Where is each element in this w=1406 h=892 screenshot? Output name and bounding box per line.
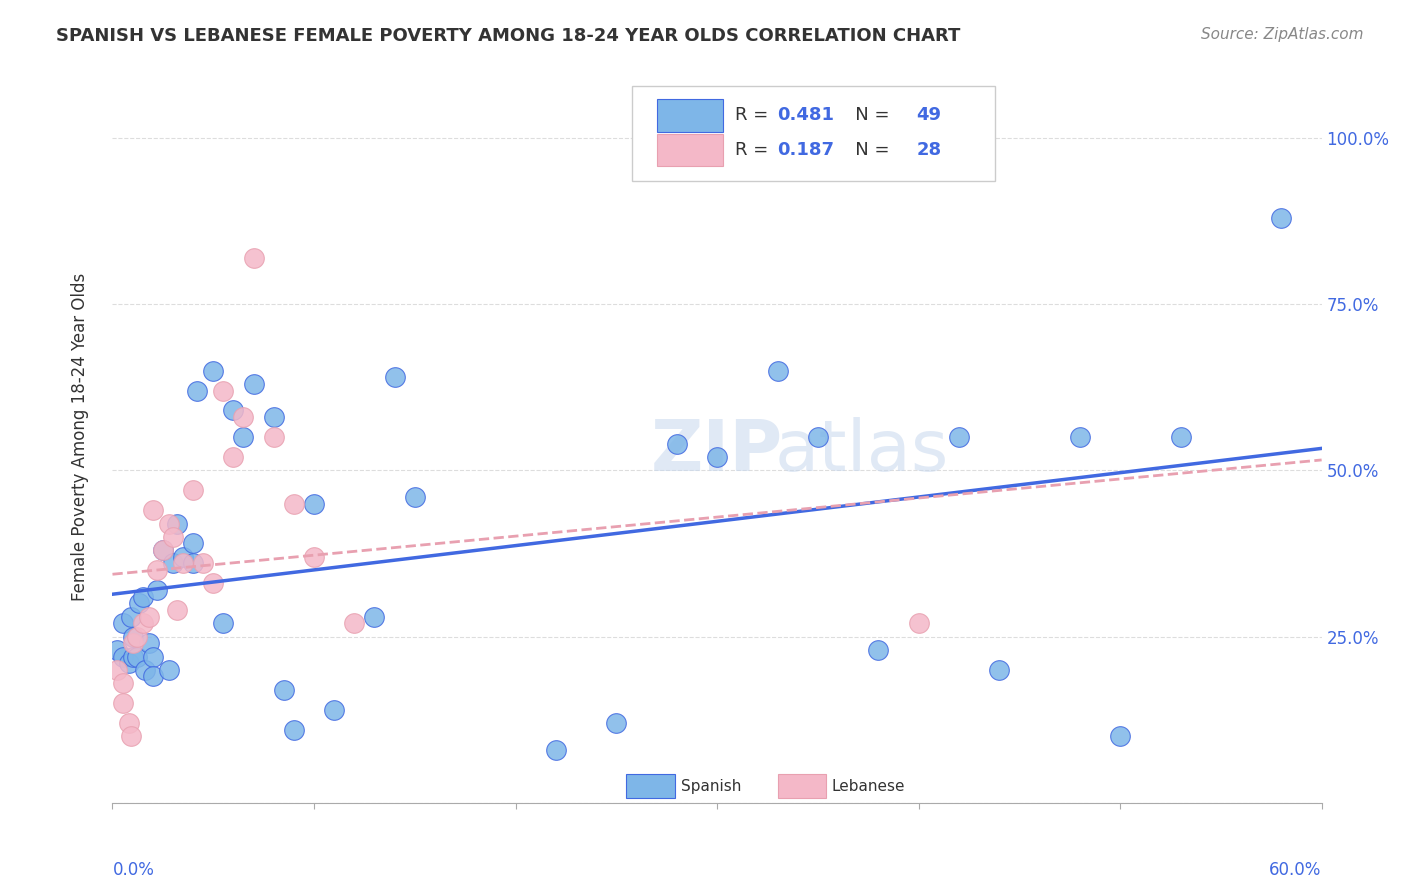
Point	[323, 703, 346, 717]
Point	[363, 609, 385, 624]
Point	[146, 563, 169, 577]
Text: R =: R =	[735, 106, 775, 124]
Point	[384, 370, 406, 384]
Text: N =: N =	[838, 141, 896, 160]
Point	[343, 616, 366, 631]
Point	[138, 636, 160, 650]
Point	[157, 516, 180, 531]
Text: ZIP: ZIP	[651, 417, 783, 486]
Point	[544, 742, 567, 756]
Point	[128, 596, 150, 610]
Point	[404, 490, 426, 504]
Point	[142, 649, 165, 664]
Point	[242, 376, 264, 391]
Point	[121, 649, 143, 664]
FancyBboxPatch shape	[657, 99, 723, 132]
Point	[105, 663, 128, 677]
Point	[181, 483, 204, 498]
FancyBboxPatch shape	[778, 774, 825, 797]
Text: 49: 49	[917, 106, 942, 124]
Point	[162, 557, 184, 571]
Point	[273, 682, 295, 697]
Point	[302, 497, 325, 511]
Point	[665, 436, 688, 450]
Point	[181, 536, 204, 550]
Point	[152, 543, 174, 558]
Point	[166, 516, 188, 531]
Point	[138, 609, 160, 624]
Point	[121, 630, 143, 644]
Point	[125, 630, 148, 644]
Point	[212, 616, 235, 631]
Point	[142, 669, 165, 683]
Point	[105, 643, 128, 657]
Text: atlas: atlas	[775, 417, 949, 486]
Point	[263, 410, 285, 425]
Point	[166, 603, 188, 617]
Text: 28: 28	[917, 141, 942, 160]
Point	[263, 430, 285, 444]
Point	[111, 649, 134, 664]
Point	[152, 543, 174, 558]
Point	[1270, 211, 1292, 225]
Point	[134, 663, 156, 677]
Point	[948, 430, 970, 444]
Point	[120, 609, 142, 624]
Text: Spanish: Spanish	[681, 780, 741, 794]
FancyBboxPatch shape	[633, 86, 995, 181]
Point	[302, 549, 325, 564]
Point	[766, 363, 789, 377]
Point	[222, 450, 245, 464]
Text: 60.0%: 60.0%	[1270, 862, 1322, 880]
Point	[807, 430, 830, 444]
Point	[157, 663, 180, 677]
Point	[191, 557, 214, 571]
Point	[172, 557, 194, 571]
Point	[132, 616, 155, 631]
Text: Source: ZipAtlas.com: Source: ZipAtlas.com	[1201, 27, 1364, 42]
Point	[907, 616, 929, 631]
Text: N =: N =	[838, 106, 896, 124]
Point	[706, 450, 728, 464]
Text: R =: R =	[735, 141, 775, 160]
FancyBboxPatch shape	[657, 134, 723, 167]
Point	[988, 663, 1011, 677]
Point	[1170, 430, 1192, 444]
Point	[605, 716, 627, 731]
Text: SPANISH VS LEBANESE FEMALE POVERTY AMONG 18-24 YEAR OLDS CORRELATION CHART: SPANISH VS LEBANESE FEMALE POVERTY AMONG…	[56, 27, 960, 45]
Point	[232, 410, 254, 425]
Text: 0.481: 0.481	[778, 106, 835, 124]
Point	[111, 676, 134, 690]
Point	[146, 582, 169, 597]
Point	[283, 497, 305, 511]
Point	[212, 384, 235, 398]
Point	[232, 430, 254, 444]
Point	[125, 649, 148, 664]
Point	[132, 590, 155, 604]
Point	[111, 696, 134, 710]
Point	[1109, 729, 1132, 743]
Point	[172, 549, 194, 564]
Point	[162, 530, 184, 544]
Point	[117, 656, 139, 670]
Point	[868, 643, 890, 657]
Point	[181, 557, 204, 571]
Point	[283, 723, 305, 737]
Point	[142, 503, 165, 517]
Point	[202, 363, 225, 377]
Y-axis label: Female Poverty Among 18-24 Year Olds: Female Poverty Among 18-24 Year Olds	[70, 273, 89, 601]
FancyBboxPatch shape	[626, 774, 675, 797]
Point	[111, 616, 134, 631]
Text: 0.187: 0.187	[778, 141, 835, 160]
Point	[202, 576, 225, 591]
Point	[120, 729, 142, 743]
Point	[242, 251, 264, 265]
Point	[121, 636, 143, 650]
Point	[186, 384, 208, 398]
Text: 0.0%: 0.0%	[112, 862, 155, 880]
Point	[117, 716, 139, 731]
Point	[1069, 430, 1091, 444]
Text: Lebanese: Lebanese	[832, 780, 905, 794]
Point	[222, 403, 245, 417]
